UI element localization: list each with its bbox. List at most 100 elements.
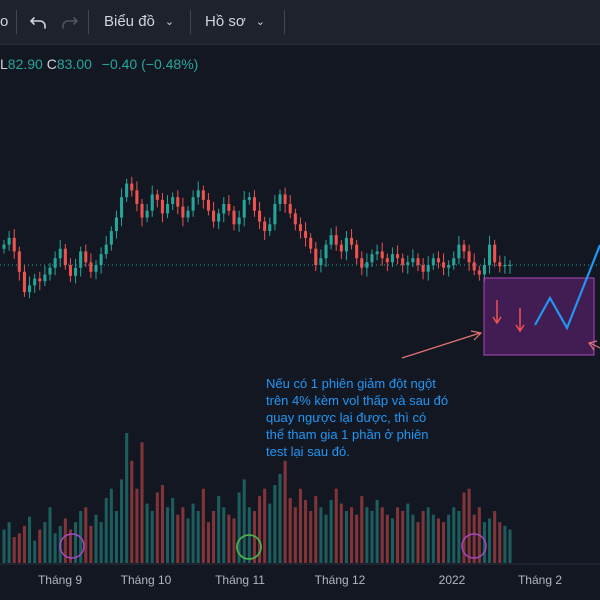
candle-body (84, 251, 88, 263)
toolbar-divider (88, 10, 89, 34)
candle-body (421, 265, 425, 272)
down-arrow-icon (492, 300, 502, 325)
volume-bar (232, 518, 236, 563)
volume-bar (319, 507, 323, 563)
candle-body (472, 262, 476, 271)
candle-body (114, 217, 118, 232)
volume-bar (22, 525, 26, 563)
candle-body (319, 258, 323, 265)
volume-bar (426, 507, 430, 563)
annotation-line: test lại sau đó. (266, 444, 350, 459)
volume-bar (447, 514, 451, 563)
chart-menu-button[interactable]: Biểu đồ ⌄ (104, 0, 174, 44)
profile-menu-button[interactable]: Hồ sơ ⌄ (205, 0, 265, 44)
candle-body (447, 265, 451, 268)
candle-body (488, 244, 492, 265)
volume-bar (227, 514, 231, 563)
volume-bar (431, 514, 435, 563)
candle-body (252, 197, 256, 211)
volume-bar (268, 503, 272, 563)
candle-body (258, 210, 262, 222)
volume-bar (186, 518, 190, 563)
candle-body (304, 231, 308, 238)
volume-bar (263, 488, 267, 563)
volume-bar (217, 496, 221, 563)
candle-body (160, 199, 164, 214)
volume-bar (324, 514, 328, 563)
down-arrow-icon (515, 308, 525, 333)
candle-body (457, 244, 461, 259)
candle-body (416, 258, 420, 265)
candle-body (33, 278, 37, 286)
volume-bar (293, 507, 297, 563)
volume-bar (396, 507, 400, 563)
volume-bar (181, 507, 185, 563)
x-tick-label: Tháng 10 (121, 573, 172, 587)
volume-bar (498, 522, 502, 563)
candle-body (12, 237, 16, 252)
candle-body (155, 194, 159, 200)
volume-bar (222, 507, 226, 563)
volume-bar (120, 479, 124, 563)
candle-body (166, 203, 170, 214)
candle-body (324, 244, 328, 259)
candle-body (493, 244, 497, 263)
volume-bar (457, 511, 461, 563)
volume-bar (329, 499, 333, 563)
volume-bar (482, 522, 486, 563)
candle-body (17, 251, 21, 272)
volume-bar (278, 473, 282, 563)
candle-body (125, 183, 129, 198)
volume-bar (339, 503, 343, 563)
volume-bar (375, 499, 379, 563)
candle-body (53, 258, 57, 268)
volume-bar (206, 522, 210, 563)
candle-body (452, 258, 456, 265)
annotation-line: thể tham gia 1 phần ở phiên (266, 427, 429, 442)
volume-bar (385, 514, 389, 563)
candle-body (370, 254, 374, 263)
volume-bar (350, 507, 354, 563)
annotation-line: quay ngược lại được, thì có (266, 410, 427, 425)
candle-body (355, 244, 359, 259)
volume-bar (43, 522, 47, 563)
candle-body (396, 254, 400, 259)
candlesticks (2, 176, 512, 299)
toolbar-edge-label: o (0, 13, 9, 30)
marker-circle (236, 534, 262, 560)
volume-bar (33, 540, 37, 563)
time-axis[interactable]: Tháng 9 Tháng 10 Tháng 11 Tháng 12 2022 Tháng… (38, 573, 562, 587)
volume-bar (74, 522, 78, 563)
volume-bar (17, 533, 21, 563)
candle-body (385, 258, 389, 263)
redo-icon[interactable] (60, 0, 79, 44)
volume-bar (155, 492, 159, 563)
undo-icon[interactable] (29, 0, 48, 44)
candle-body (232, 210, 236, 225)
candle-body (288, 203, 292, 214)
candle-body (477, 270, 481, 275)
candle-body (431, 258, 435, 265)
chart-menu-label: Biểu đồ (104, 13, 155, 30)
volume-bar (401, 511, 405, 563)
volume-bar (114, 511, 118, 563)
candle-body (227, 203, 231, 211)
volume-bar (171, 498, 175, 563)
volume-bar (314, 496, 318, 563)
volume-bar (2, 529, 6, 563)
legend-close-value: 83.00 (56, 56, 92, 72)
candle-body (406, 262, 410, 265)
chevron-down-icon: ⌄ (255, 16, 265, 28)
candle-body (390, 254, 394, 263)
toolbar-divider (190, 10, 191, 34)
candle-body (222, 203, 226, 214)
volume-bar (150, 511, 154, 563)
volume-bar (53, 533, 57, 563)
legend-close-key: C (46, 56, 57, 72)
candle-body (344, 237, 348, 252)
chevron-down-icon: ⌄ (164, 16, 175, 28)
candle-body (268, 224, 272, 232)
candle-body (79, 251, 83, 268)
candle-body (298, 224, 302, 232)
